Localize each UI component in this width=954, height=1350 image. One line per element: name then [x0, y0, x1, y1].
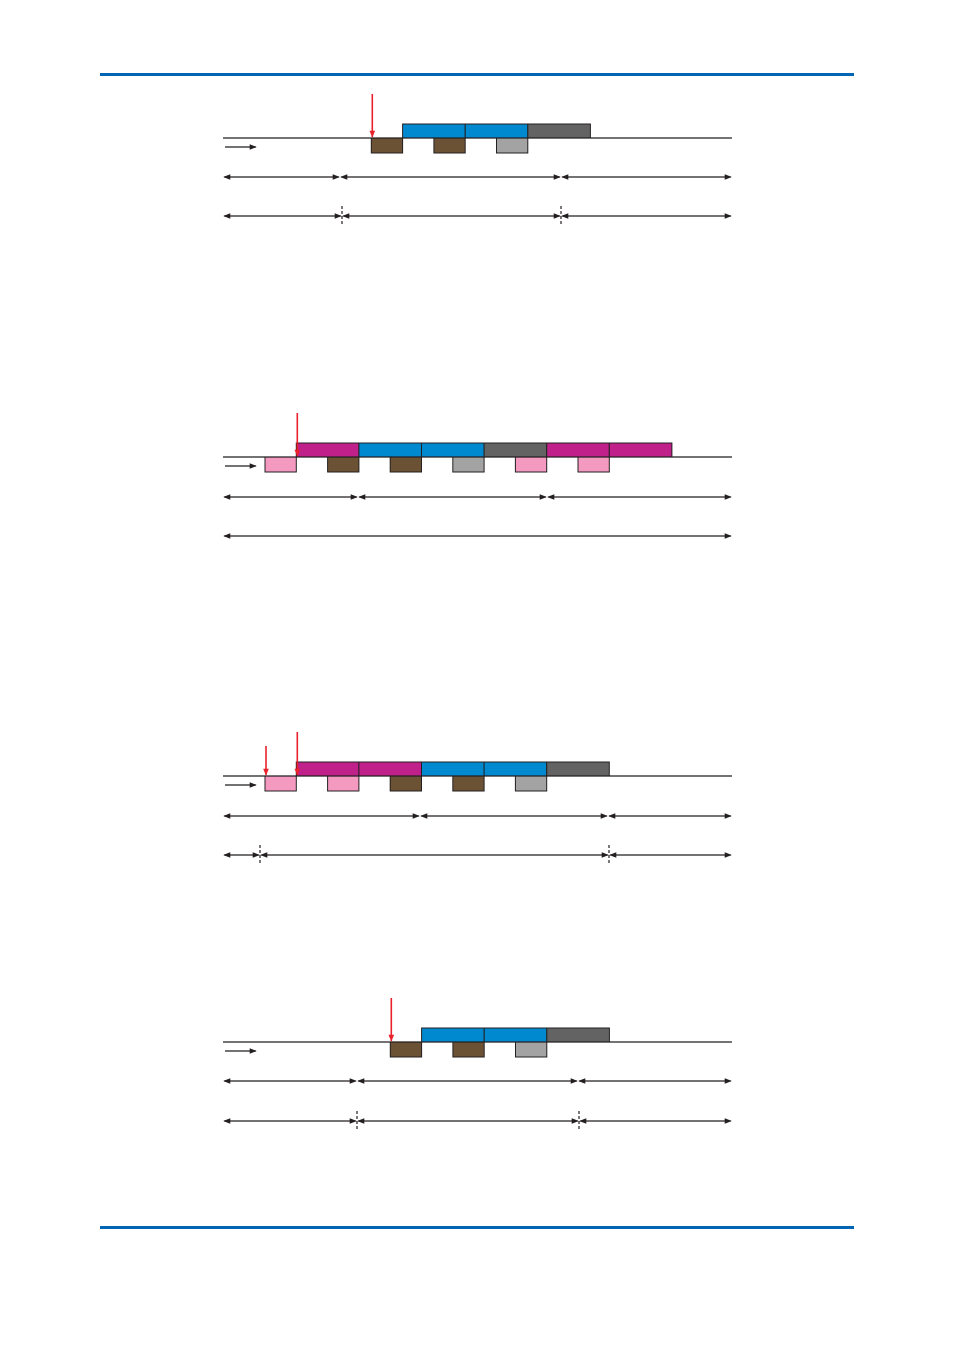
timing-4-upper-block-2 — [483, 1027, 548, 1043]
header-rule — [100, 73, 854, 76]
timing-2-upper-block-3 — [421, 442, 485, 458]
timing-2-upper-block-4 — [483, 442, 548, 458]
timing-3-upper-block-3 — [421, 761, 485, 777]
timing-1-upper-block-1 — [402, 123, 466, 139]
timing-3-upper-block-1 — [295, 761, 360, 777]
timing-3-lower-block-3 — [389, 775, 423, 792]
timing-3-upper-block-4 — [483, 761, 548, 777]
timing-2-lower-block-6 — [577, 456, 610, 473]
timing-2-lower-block-2 — [327, 456, 360, 473]
timing-3-lower-block-5 — [514, 775, 548, 792]
timing-1-lower-block-1 — [370, 137, 404, 154]
timing-2-upper-block-6 — [608, 442, 673, 458]
timing-1-lower-block-2 — [433, 137, 466, 154]
timing-4-upper-block-1 — [421, 1027, 485, 1043]
timing-1-lower-block-3 — [496, 137, 529, 154]
timing-3-upper-block-2 — [358, 761, 422, 777]
timing-3-lower-block-2 — [327, 775, 360, 792]
timing-2-upper-block-5 — [546, 442, 610, 458]
timing-1-upper-block-3 — [527, 123, 591, 139]
timing-2-lower-block-3 — [389, 456, 423, 473]
timing-2-lower-block-5 — [514, 456, 548, 473]
timing-4-lower-block-3 — [515, 1041, 548, 1058]
timing-3-upper-block-5 — [546, 761, 610, 777]
timing-2-lower-block-4 — [452, 456, 485, 473]
timing-4-upper-block-3 — [546, 1027, 610, 1043]
timing-3-lower-block-4 — [452, 775, 485, 792]
timing-4-lower-block-1 — [389, 1041, 423, 1058]
timing-3-lower-block-1 — [264, 775, 297, 792]
timing-2-upper-block-1 — [295, 442, 360, 458]
timing-2-lower-block-1 — [264, 456, 297, 473]
timing-2-upper-block-2 — [358, 442, 422, 458]
timing-4-lower-block-2 — [452, 1041, 485, 1058]
footer-rule — [100, 1226, 854, 1229]
timing-1-upper-block-2 — [464, 123, 529, 139]
